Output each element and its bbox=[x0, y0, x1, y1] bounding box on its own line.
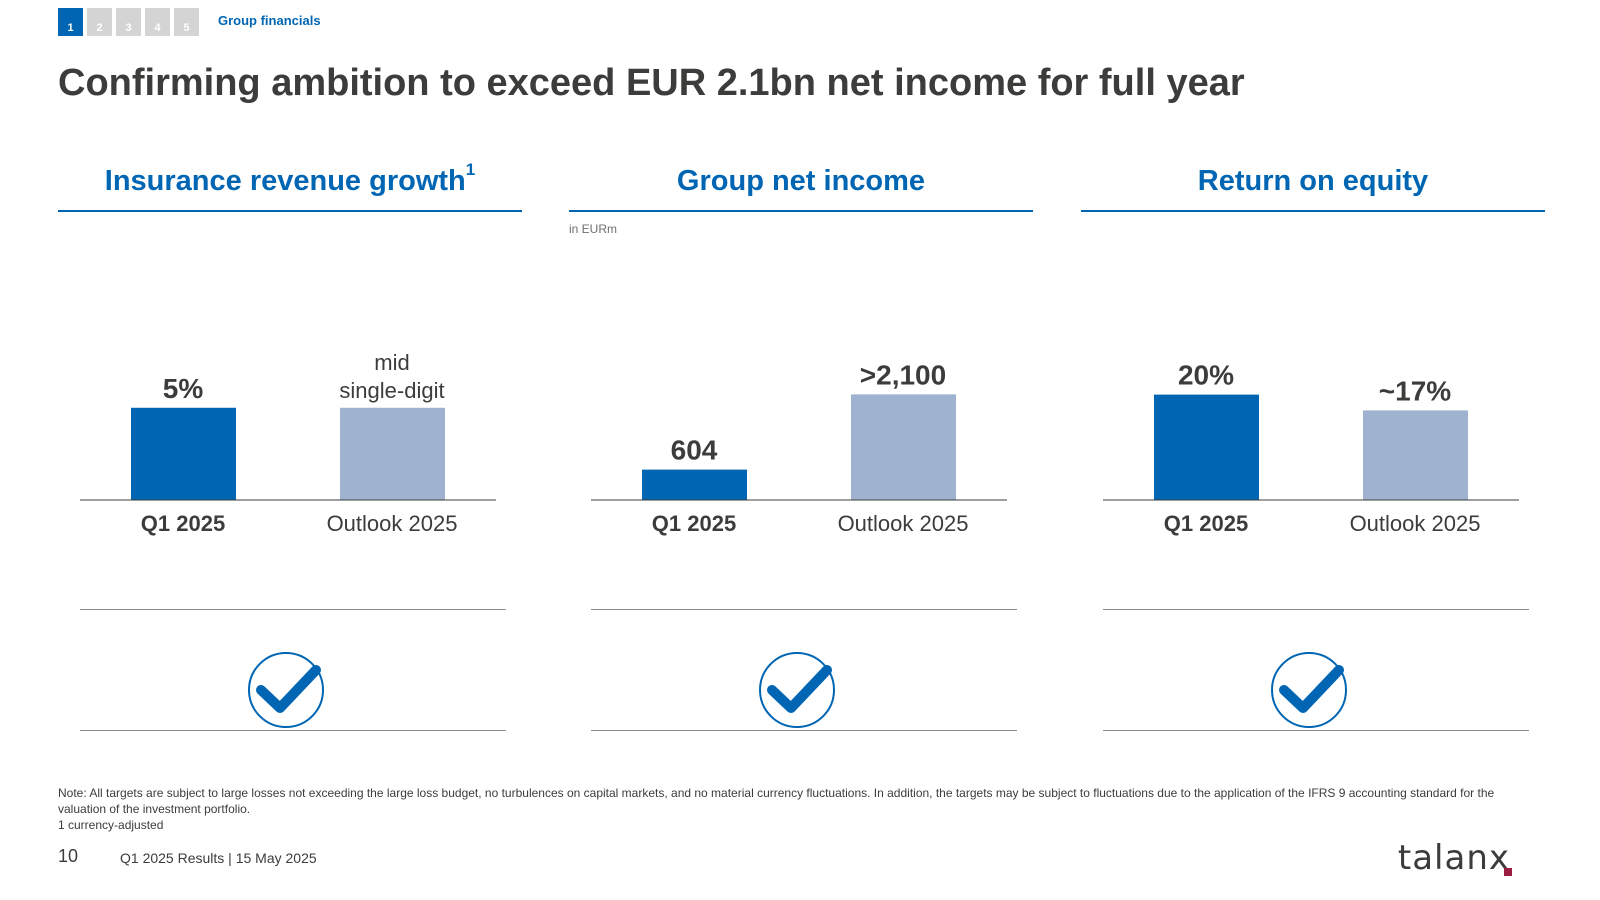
footnote-marker: 1 bbox=[465, 160, 476, 179]
panel-return-on-equity: Return on equity 20% Q1 2025 ~17% Outlook 2… bbox=[1081, 160, 1545, 760]
panel-insurance-revenue: Insurance revenue growth1 5% Q1 2025 mid si… bbox=[58, 160, 522, 760]
value-label: 20% bbox=[1178, 360, 1234, 391]
footer-text: Q1 2025 Results | 15 May 2025 bbox=[120, 850, 317, 866]
divider-bottom bbox=[80, 730, 506, 731]
bar-chart-net-income: 604 Q1 2025 >2,100 Outlook 2025 bbox=[591, 359, 1007, 536]
footnote-block: Note: All targets are subject to large l… bbox=[58, 785, 1518, 833]
category-label: Outlook 2025 bbox=[327, 511, 458, 536]
category-label: Q1 2025 bbox=[1164, 511, 1248, 536]
panel-heading-text: Group net income bbox=[676, 165, 926, 197]
note-text: Note: All targets are subject to large l… bbox=[58, 786, 1495, 816]
bar-q1-2025 bbox=[131, 407, 236, 500]
section-tab-2[interactable]: 2 bbox=[87, 8, 112, 36]
bar-q1-2025 bbox=[1154, 394, 1259, 500]
bar-outlook-2025 bbox=[851, 394, 956, 500]
page-title: Confirming ambition to exceed EUR 2.1bn … bbox=[58, 62, 1245, 104]
section-tabs: 1 2 3 4 5 bbox=[58, 8, 199, 36]
panel-heading-text: Return on equity bbox=[1197, 165, 1429, 197]
bar-chart-return-on-equity: 20% Q1 2025 ~17% Outlook 2025 bbox=[1103, 360, 1519, 536]
page-number: 10 bbox=[58, 846, 79, 866]
value-label: >2,100 bbox=[860, 359, 946, 390]
divider-top bbox=[1103, 609, 1529, 610]
footnote-text: 1 currency-adjusted bbox=[58, 818, 164, 832]
section-tab-4[interactable]: 4 bbox=[145, 8, 170, 36]
divider-bottom bbox=[1103, 730, 1529, 731]
category-label: Outlook 2025 bbox=[838, 511, 969, 536]
panel-heading: Insurance revenue growth1 bbox=[58, 160, 522, 212]
check-circle-icon bbox=[1271, 652, 1347, 728]
bar-q1-2025 bbox=[642, 469, 747, 500]
category-label: Q1 2025 bbox=[141, 511, 225, 536]
talanx-logo: talanx bbox=[1397, 838, 1510, 878]
check-circle-icon bbox=[759, 652, 835, 728]
divider-bottom bbox=[591, 730, 1017, 731]
bar-outlook-2025 bbox=[340, 407, 445, 500]
logo-dot bbox=[1504, 868, 1512, 876]
section-label: Group financials bbox=[218, 13, 321, 28]
section-tab-3[interactable]: 3 bbox=[116, 8, 141, 36]
divider-top bbox=[80, 609, 506, 610]
unit-note: in EURm bbox=[569, 222, 618, 236]
value-label: mid single-digit bbox=[339, 350, 444, 403]
section-tab-5[interactable]: 5 bbox=[174, 8, 199, 36]
bar-outlook-2025 bbox=[1363, 410, 1468, 500]
value-label: 5% bbox=[163, 373, 204, 404]
panel-group-net-income: Group net income in EURm 604 Q1 2025 >2,10… bbox=[569, 160, 1033, 760]
category-label: Q1 2025 bbox=[652, 511, 736, 536]
panel-heading-text: Insurance revenue growth bbox=[104, 165, 466, 197]
panel-heading: Group net income bbox=[569, 160, 1033, 212]
value-label: 604 bbox=[671, 435, 718, 466]
divider-top bbox=[591, 609, 1017, 610]
check-circle-icon bbox=[248, 652, 324, 728]
section-tab-1[interactable]: 1 bbox=[58, 8, 83, 36]
category-label: Outlook 2025 bbox=[1350, 511, 1481, 536]
panel-heading: Return on equity bbox=[1081, 160, 1545, 212]
value-label: ~17% bbox=[1379, 375, 1451, 406]
bar-chart-insurance-revenue: 5% Q1 2025 mid single-digit Outlook 2025 bbox=[80, 350, 496, 536]
